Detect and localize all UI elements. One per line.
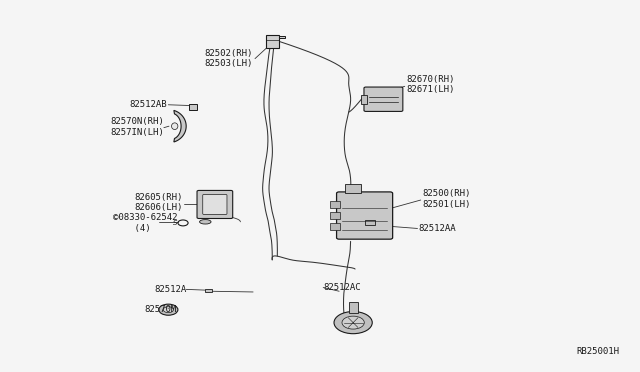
Polygon shape [278, 36, 285, 38]
FancyBboxPatch shape [337, 192, 393, 239]
FancyBboxPatch shape [203, 195, 227, 214]
Text: 82500(RH)
82501(LH): 82500(RH) 82501(LH) [422, 189, 470, 209]
Bar [349, 302, 358, 313]
Bar [330, 223, 340, 230]
Bar [361, 95, 367, 104]
Text: 82570N(RH)
8257IN(LH): 82570N(RH) 8257IN(LH) [110, 117, 164, 137]
Bar [330, 212, 340, 219]
Text: 82512AC: 82512AC [323, 283, 361, 292]
Ellipse shape [172, 123, 178, 129]
Text: 82570M: 82570M [145, 305, 177, 314]
Ellipse shape [200, 219, 211, 224]
Ellipse shape [163, 307, 173, 312]
Text: ©08330-62542
    (4): ©08330-62542 (4) [113, 213, 177, 232]
Bar [365, 220, 375, 225]
Polygon shape [174, 110, 186, 142]
Text: 82670(RH)
82671(LH): 82670(RH) 82671(LH) [406, 75, 454, 94]
Ellipse shape [342, 316, 364, 329]
Text: 82512A: 82512A [154, 285, 186, 294]
Text: 82502(RH)
82503(LH): 82502(RH) 82503(LH) [205, 49, 253, 68]
Bar [205, 289, 212, 292]
Bar [346, 184, 362, 193]
FancyBboxPatch shape [364, 87, 403, 112]
Text: 82512AA: 82512AA [419, 224, 456, 233]
Ellipse shape [334, 311, 372, 334]
Bar [330, 201, 340, 208]
Text: 82512AB: 82512AB [129, 100, 167, 109]
FancyBboxPatch shape [197, 190, 233, 218]
Bar [189, 104, 197, 110]
Text: 82605(RH)
82606(LH): 82605(RH) 82606(LH) [134, 193, 183, 212]
Text: RB25001H: RB25001H [577, 347, 620, 356]
Text: S: S [172, 219, 177, 225]
Ellipse shape [159, 304, 178, 315]
Polygon shape [266, 35, 278, 48]
